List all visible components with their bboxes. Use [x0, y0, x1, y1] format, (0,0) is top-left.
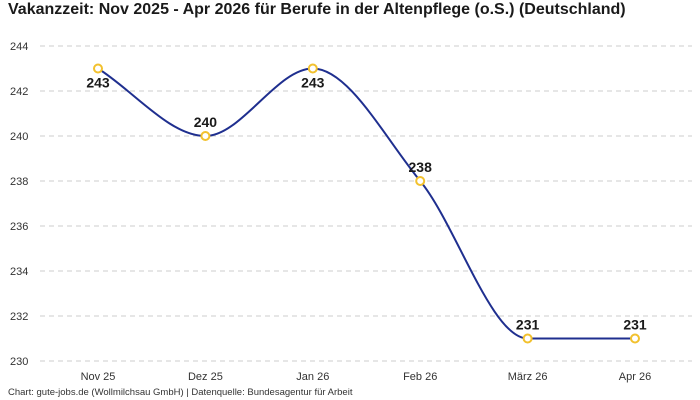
x-tick-label: Apr 26 — [619, 371, 651, 383]
y-tick-label: 244 — [10, 41, 28, 53]
x-tick-label: Nov 25 — [81, 371, 116, 383]
data-point — [630, 333, 640, 344]
data-point — [307, 63, 318, 74]
data-label: 231 — [623, 317, 647, 333]
x-tick-label: März 26 — [508, 371, 548, 383]
x-axis-ticks: Nov 25 Dez 25 Jan 26 Feb 26 März 26 Apr 26 — [81, 371, 652, 383]
series-line-group — [97, 67, 635, 340]
data-labels: 243 240 243 238 231 231 — [86, 75, 647, 333]
x-tick-label: Feb 26 — [403, 371, 437, 383]
grid-lines — [40, 45, 692, 362]
y-tick-label: 236 — [10, 221, 28, 233]
data-label: 243 — [301, 75, 325, 91]
data-label: 243 — [86, 75, 110, 91]
data-point — [93, 63, 103, 74]
data-point — [522, 333, 533, 344]
y-tick-label: 234 — [10, 266, 28, 278]
y-tick-label: 230 — [10, 356, 28, 368]
data-points — [93, 63, 640, 344]
y-tick-label: 232 — [10, 311, 28, 323]
y-axis-ticks: 230 232 234 236 238 240 242 244 — [10, 41, 28, 368]
y-tick-label: 240 — [10, 131, 28, 143]
y-tick-label: 238 — [10, 176, 28, 188]
data-point — [415, 176, 426, 186]
chart-title: Vakanzzeit: Nov 2025 - Apr 2026 für Beru… — [8, 1, 626, 18]
data-point — [200, 131, 211, 141]
x-tick-label: Dez 25 — [188, 371, 223, 383]
y-tick-label: 242 — [10, 86, 28, 98]
data-label: 240 — [194, 114, 218, 130]
data-label: 238 — [409, 159, 433, 175]
data-label: 231 — [516, 317, 540, 333]
x-tick-label: Jan 26 — [296, 371, 329, 383]
source-note: Chart: gute-jobs.de (Wollmilchsau GmbH) … — [8, 387, 353, 398]
series-line — [97, 67, 635, 340]
